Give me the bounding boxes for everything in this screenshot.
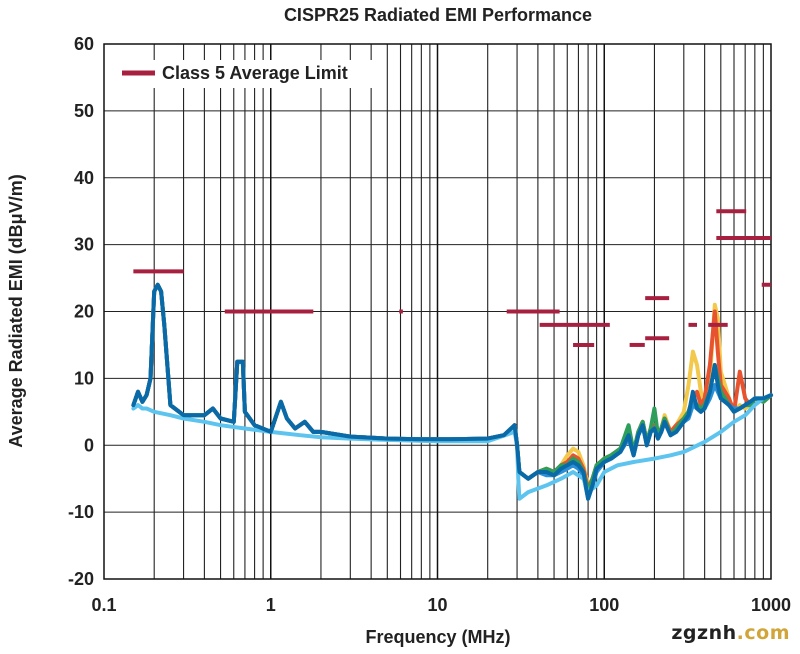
y-tick-label: 0: [84, 435, 94, 455]
y-tick-label: 20: [74, 302, 94, 322]
y-tick-label: -10: [68, 502, 94, 522]
x-tick-label: 0.1: [91, 595, 116, 615]
watermark-domain: .com: [736, 622, 790, 644]
chart-title: CISPR25 Radiated EMI Performance: [284, 5, 592, 25]
y-tick-label: 40: [74, 168, 94, 188]
series-layer: [131, 282, 773, 501]
series-line: [131, 282, 773, 501]
y-tick-labels: 60 50 40 30 20 10 0 -10 -20: [68, 34, 94, 589]
series-line: [131, 282, 773, 495]
y-tick-label: 30: [74, 235, 94, 255]
legend-label: Class 5 Average Limit: [162, 63, 348, 83]
series-line: [131, 282, 773, 491]
x-tick-labels: 0.1 1 10 100 1000: [91, 595, 791, 615]
x-tick-label: 1: [266, 595, 276, 615]
y-tick-label: 50: [74, 101, 94, 121]
x-axis-label: Frequency (MHz): [365, 627, 510, 647]
y-axis-label: Average Radiated EMI (dBμV/m): [6, 174, 26, 447]
x-tick-label: 100: [589, 595, 619, 615]
legend: Class 5 Average Limit: [110, 60, 382, 88]
watermark: zgznh.com: [671, 622, 790, 644]
watermark-name: zgznh: [671, 622, 737, 644]
y-tick-label: 10: [74, 368, 94, 388]
y-tick-label: -20: [68, 569, 94, 589]
series-line: [131, 393, 773, 501]
x-tick-label: 1000: [751, 595, 791, 615]
y-tick-label: 60: [74, 34, 94, 54]
x-tick-label: 10: [427, 595, 447, 615]
limit-line: [133, 209, 771, 347]
plot-frame: [103, 43, 772, 580]
legend-box: [110, 60, 382, 88]
series-line: [131, 282, 773, 501]
